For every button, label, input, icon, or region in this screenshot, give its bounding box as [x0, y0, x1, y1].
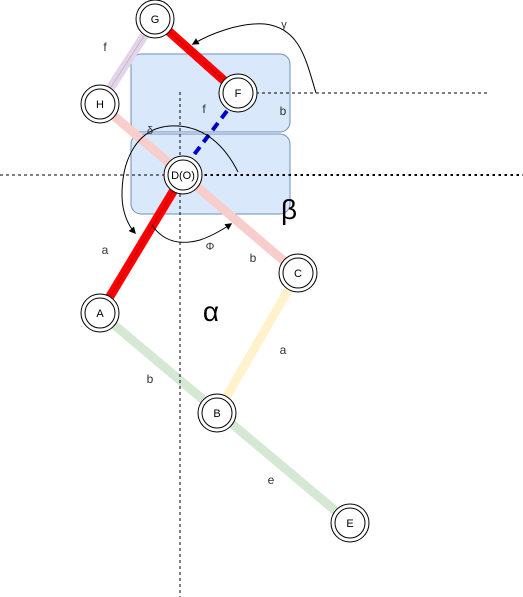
label-alpha: α — [203, 296, 219, 327]
label-a-left: a — [102, 243, 109, 257]
node-h[interactable]: H — [80, 84, 120, 124]
node-b[interactable]: B — [197, 393, 237, 433]
link-h-c — [97, 100, 301, 277]
label-phi: Φ — [206, 241, 215, 253]
node-g-label: G — [151, 14, 160, 26]
label-beta: β — [281, 194, 297, 225]
upper-region — [130, 53, 291, 133]
node-b-label: B — [213, 408, 220, 420]
phi-arrow — [151, 223, 233, 243]
node-c[interactable]: C — [278, 253, 318, 293]
node-h-label: H — [96, 99, 104, 111]
node-f[interactable]: F — [218, 73, 258, 113]
label-f-gh: f — [103, 40, 107, 54]
node-e-label: E — [346, 518, 353, 530]
link-f-d-dashed — [185, 97, 238, 166]
label-gamma: γ — [281, 19, 287, 31]
node-a[interactable]: A — [80, 293, 120, 333]
label-a-cb: a — [280, 343, 287, 357]
link-c-b — [213, 270, 302, 416]
link-d-a-edge — [99, 174, 184, 314]
label-f-mid: f — [202, 102, 206, 116]
label-b-ab: b — [147, 372, 154, 386]
delta-arrow — [121, 125, 239, 235]
node-e[interactable]: E — [330, 503, 370, 543]
node-a-label: A — [96, 308, 104, 320]
label-b-right: b — [280, 104, 287, 118]
gamma-arrow — [191, 23, 317, 94]
node-d-label: D(O) — [171, 170, 195, 182]
node-f-label: F — [235, 88, 242, 100]
node-d[interactable]: D(O) — [163, 155, 203, 195]
node-c-label: C — [294, 268, 302, 280]
label-delta: δ — [147, 125, 153, 137]
node-g[interactable]: G — [135, 0, 175, 39]
label-b-dc: b — [250, 251, 257, 265]
link-d-a — [96, 172, 187, 316]
label-e-be: e — [268, 473, 275, 487]
